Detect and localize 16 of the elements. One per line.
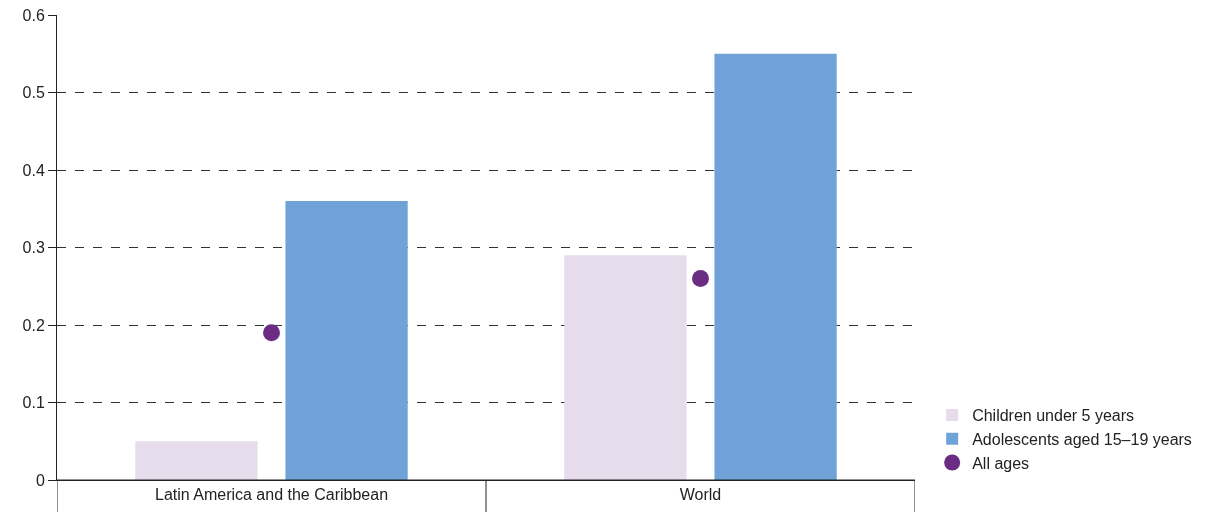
bar [285,201,408,480]
y-tick-label: 0 [35,471,45,489]
x-tick-label: Latin America and the Caribbean [154,486,389,504]
y-tick-label: 0.6 [22,6,45,24]
bar [135,441,258,480]
bar [564,255,687,480]
y-tick-label: 0.4 [22,161,45,179]
legend-label: Children under 5 years [972,407,1135,425]
x-tick-label: World [679,486,722,504]
y-tick-label: 0.1 [22,394,45,412]
y-tick-label: 0.2 [22,316,45,334]
bar [714,53,837,480]
legend-label: All ages [972,454,1030,472]
legend-label: Adolescents aged 15–19 years [972,430,1192,448]
y-tick-label: 0.3 [22,239,45,257]
y-tick-label: 0.5 [22,84,45,102]
